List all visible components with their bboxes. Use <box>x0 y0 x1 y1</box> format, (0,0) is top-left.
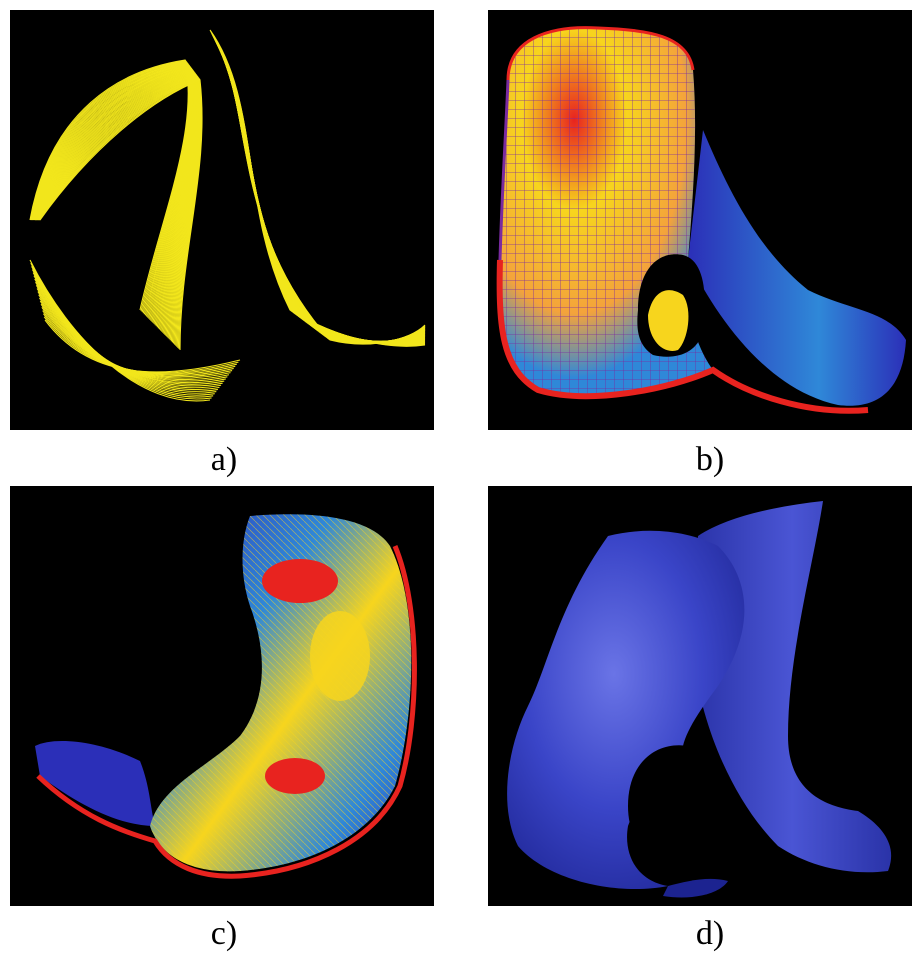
wireframe-graphic <box>29 29 426 402</box>
caption-a: a) <box>210 441 238 478</box>
colored-mesh-rotated-graphic <box>35 514 417 879</box>
shaded-surface-graphic <box>507 501 892 898</box>
caption-b: b) <box>695 441 725 478</box>
panel-b-colored-mesh-image <box>488 10 912 430</box>
panel-d-shaded-surface-image <box>488 486 912 906</box>
panel-c-colored-mesh-image <box>10 486 434 906</box>
caption-c: c) <box>210 915 238 952</box>
caption-d: d) <box>695 915 725 952</box>
panel-a-wireframe-image <box>10 10 434 430</box>
colored-mesh-graphic <box>496 26 906 414</box>
